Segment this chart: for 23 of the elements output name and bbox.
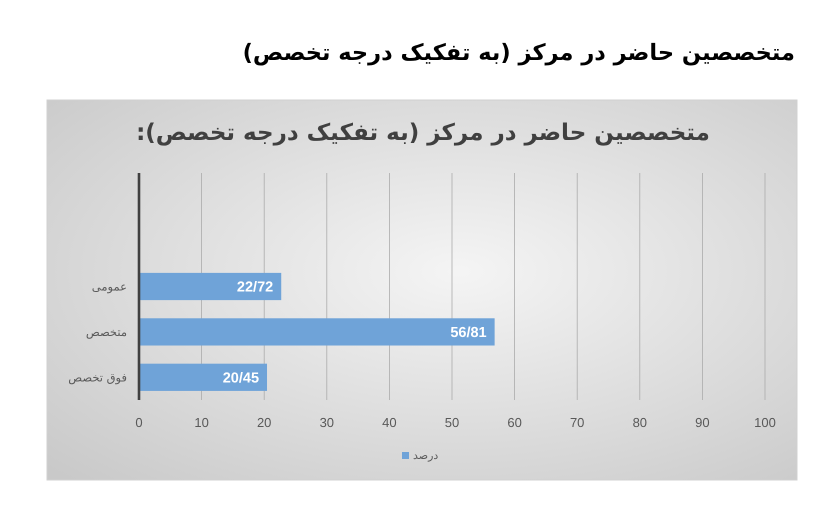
data-label: 22/72: [236, 280, 274, 296]
x-tick-label: 50: [444, 415, 460, 430]
x-tick-label: 80: [632, 415, 648, 430]
chart-subtitle: متخصصین حاضر در مرکز (به تفکیک درجه تخصص):: [136, 120, 710, 146]
chart-title: متخصصین حاضر در مرکز (به تفکیک درجه تخصص): [242, 40, 795, 66]
x-tick-label: 40: [382, 415, 397, 430]
legend-label: درصد: [413, 449, 438, 462]
x-tick-label: 30: [320, 415, 334, 430]
bar: [139, 318, 495, 346]
x-tick-label: 100: [754, 415, 776, 430]
bar: [139, 364, 268, 391]
x-tick-label: 10: [194, 415, 209, 430]
x-tick-label: 0: [135, 415, 143, 430]
bar: [139, 272, 282, 300]
x-tick-label: 20: [256, 415, 272, 430]
x-tick-label: 60: [507, 415, 522, 430]
data-label: 20/45: [222, 370, 260, 386]
y-tick-label: عمومی: [92, 280, 127, 294]
x-tick-label: 90: [695, 415, 710, 430]
y-tick-label: متخصص: [86, 324, 127, 339]
y-tick-label: فوق تخصص: [68, 370, 127, 384]
x-tick-label: 70: [570, 415, 584, 430]
data-label: 56/81: [450, 324, 487, 341]
